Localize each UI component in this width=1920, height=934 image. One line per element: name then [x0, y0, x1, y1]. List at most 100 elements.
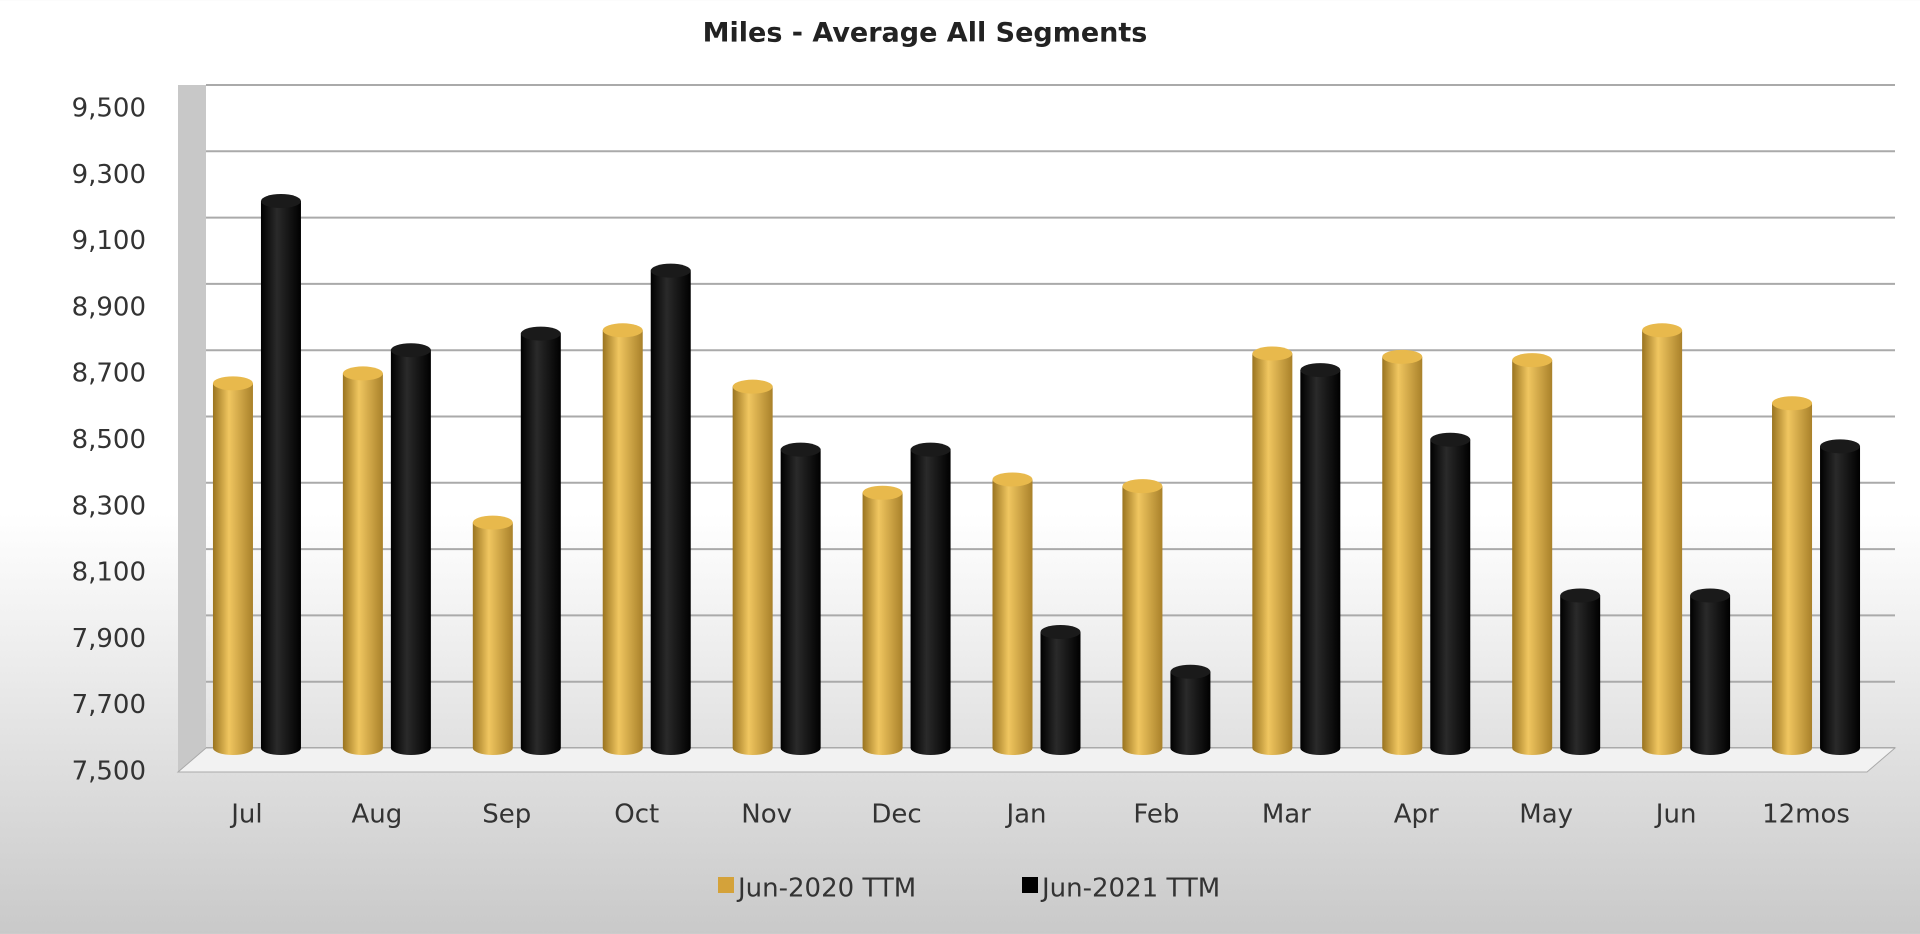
bar	[520, 326, 561, 755]
bar-body	[862, 492, 903, 755]
side-wall	[178, 85, 206, 772]
bar	[1252, 346, 1293, 755]
bar-top	[1560, 588, 1601, 603]
bar-body	[602, 330, 643, 755]
bar-body	[1430, 439, 1471, 755]
bar-top	[1122, 479, 1163, 494]
x-tick-label: Jan	[1004, 800, 1046, 830]
legend-label: Jun-2020 TTM	[736, 874, 916, 904]
bar	[472, 515, 513, 755]
bar-top	[342, 366, 383, 381]
bar-body	[1040, 631, 1081, 755]
floor	[176, 747, 1897, 773]
bar-body	[780, 449, 821, 755]
y-tick-label: 9,100	[72, 226, 146, 256]
bar	[910, 442, 951, 755]
bar	[1512, 353, 1553, 755]
bar	[390, 343, 431, 755]
bar-top	[650, 263, 691, 278]
bar-top	[1772, 396, 1813, 411]
bar-top	[992, 472, 1033, 487]
bar	[212, 376, 253, 755]
bar-top	[910, 442, 951, 457]
bar-body	[1690, 595, 1731, 755]
bar	[732, 379, 773, 755]
bar-body	[1772, 403, 1813, 755]
y-tick-label: 7,500	[72, 757, 146, 787]
bar	[1040, 624, 1081, 755]
bar	[1560, 588, 1601, 755]
x-tick-label: Nov	[741, 800, 792, 830]
bar	[602, 323, 643, 755]
legend-label: Jun-2021 TTM	[1040, 874, 1220, 904]
x-tick-label: 12mos	[1762, 800, 1850, 830]
chart-title: Miles - Average All Segments	[703, 18, 1148, 49]
y-tick-label: 8,300	[72, 491, 146, 521]
bar-body	[1300, 370, 1341, 755]
y-tick-label: 7,700	[72, 690, 146, 720]
bar-top	[1382, 349, 1423, 364]
x-tick-label: Oct	[614, 800, 659, 830]
bar-body	[732, 386, 773, 755]
bar-top	[260, 194, 301, 209]
bar-body	[260, 201, 301, 755]
x-tick-label: Apr	[1394, 800, 1439, 830]
bar-body	[390, 350, 431, 755]
bar-body	[1642, 330, 1683, 755]
bar-top	[1252, 346, 1293, 361]
bar-body	[1382, 356, 1423, 755]
bar-top	[1300, 363, 1341, 378]
bar-top	[862, 485, 903, 500]
bar-body	[212, 383, 253, 755]
bar-top	[1820, 439, 1861, 454]
bar	[650, 263, 691, 755]
x-tick-label: Mar	[1262, 800, 1311, 830]
y-tick-label: 8,100	[72, 558, 146, 588]
x-tick-label: Feb	[1133, 800, 1179, 830]
bar-body	[472, 522, 513, 755]
bar-top	[472, 515, 513, 530]
bar-top	[1512, 353, 1553, 368]
bar-top	[602, 323, 643, 338]
bar-body	[1252, 353, 1293, 755]
bar-top	[780, 442, 821, 457]
y-tick-label: 7,900	[72, 624, 146, 654]
bar-top	[1642, 323, 1683, 338]
y-tick-label: 8,900	[72, 292, 146, 322]
bar-body	[1512, 360, 1553, 755]
x-tick-label: May	[1519, 800, 1573, 830]
bar	[342, 366, 383, 755]
legend-swatch	[1022, 877, 1038, 893]
bar	[1690, 588, 1731, 755]
bar-body	[520, 333, 561, 755]
bar-body	[342, 373, 383, 755]
y-tick-label: 9,500	[72, 94, 146, 124]
bar-top	[1430, 432, 1471, 447]
bar	[780, 442, 821, 755]
y-tick-label: 8,500	[72, 425, 146, 455]
bar	[1382, 349, 1423, 755]
x-tick-label: Jul	[229, 800, 262, 830]
bar	[1772, 396, 1813, 755]
x-tick-label: Sep	[482, 800, 531, 830]
bar-top	[212, 376, 253, 391]
x-tick-label: Jun	[1654, 800, 1697, 830]
bar-body	[1122, 486, 1163, 755]
bar-body	[1560, 595, 1601, 755]
x-tick-label: Dec	[871, 800, 921, 830]
legend-swatch	[718, 877, 734, 893]
bar	[862, 485, 903, 755]
bar-body	[910, 449, 951, 755]
bar-top	[732, 379, 773, 394]
bar-top	[1040, 624, 1081, 639]
bar	[992, 472, 1033, 755]
bar	[260, 194, 301, 755]
bar	[1300, 363, 1341, 755]
x-tick-label: Aug	[351, 800, 402, 830]
bar	[1170, 664, 1211, 755]
bar-body	[1820, 446, 1861, 755]
bar	[1820, 439, 1861, 755]
bar-body	[650, 270, 691, 755]
bar-top	[1690, 588, 1731, 603]
bar	[1430, 432, 1471, 755]
